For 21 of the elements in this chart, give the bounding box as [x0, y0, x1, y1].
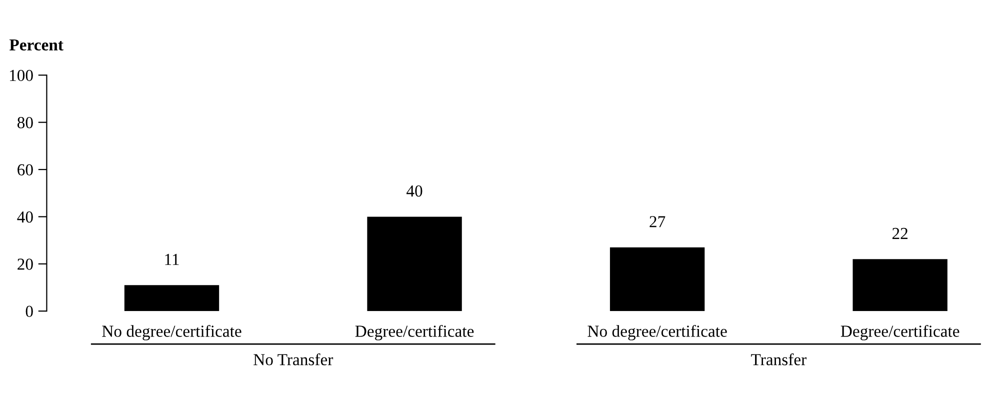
x-tick-label: No degree/certificate [588, 324, 727, 340]
text: No Transfer [254, 353, 334, 366]
y-tick-label: 40 [17, 211, 33, 223]
x-tick-label: Degree/certificate [840, 324, 960, 340]
x-tick-label: No degree/certificate [102, 324, 242, 340]
bar [852, 259, 948, 312]
bar [124, 285, 220, 312]
data-label: 11 [165, 254, 179, 265]
y-tick-label: 20 [18, 258, 33, 270]
y-tick-label: 60 [18, 164, 33, 176]
y-tick-label: 80 [17, 117, 33, 128]
y-tick-label: 0 [26, 306, 33, 318]
data-label: 22 [892, 228, 908, 239]
y-tick-label: 100 [10, 70, 33, 82]
data-label: 40 [406, 185, 422, 197]
y-axis-title: Percent [9, 39, 64, 51]
data-label: 27 [650, 216, 666, 228]
bar [610, 247, 705, 312]
x-tick-label: Degree/certificate [355, 324, 474, 340]
bar [367, 216, 462, 312]
text: Transfer [751, 353, 806, 366]
